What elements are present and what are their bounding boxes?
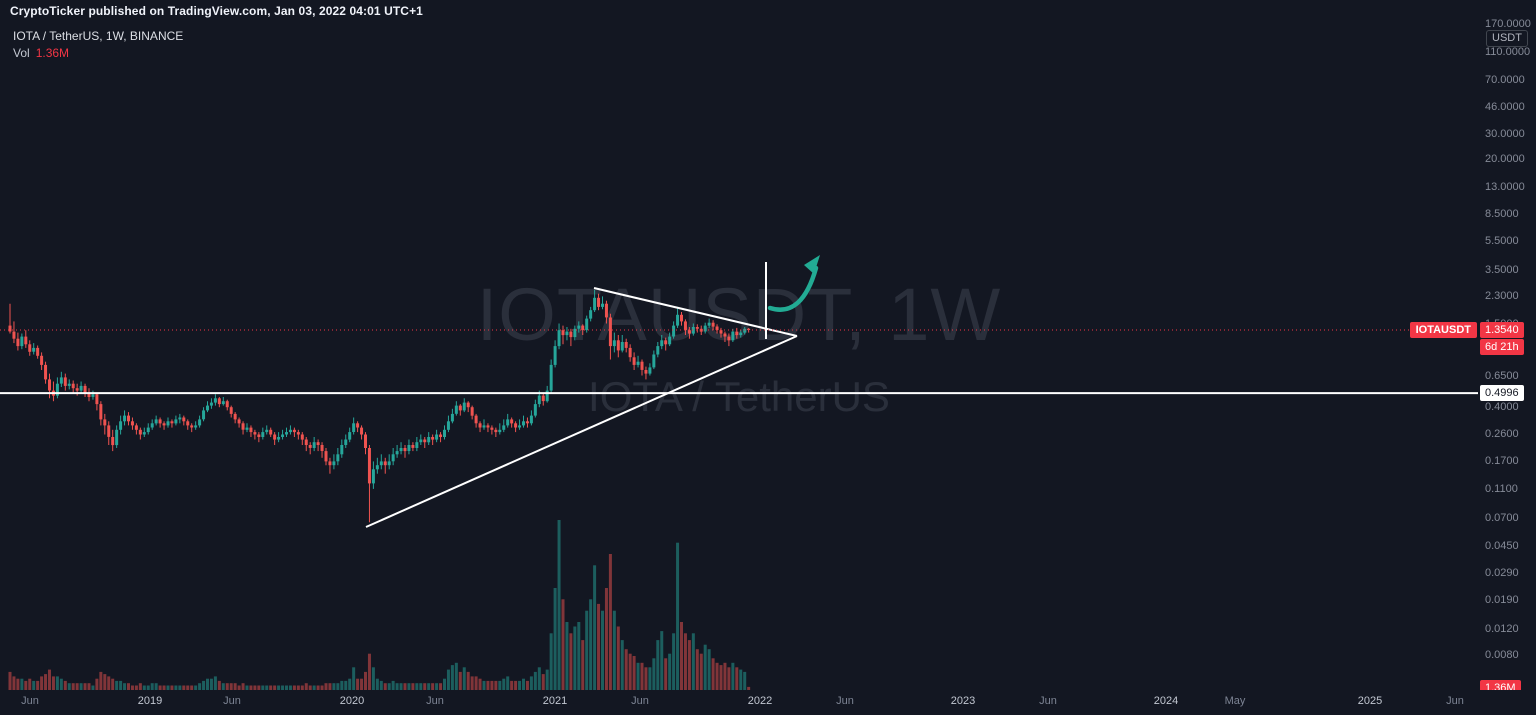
time-tick-month: May (1224, 695, 1246, 707)
time-tick-year: 2025 (1357, 695, 1383, 707)
time-tick-year: 2021 (542, 695, 568, 707)
time-tick-month: Jun (631, 695, 649, 707)
volume-indicator-row: Vol 1.36M (13, 46, 183, 61)
price-tick: 46.0000 (1485, 101, 1525, 113)
currency-badge: USDT (1486, 30, 1528, 47)
time-tick-month: Jun (21, 695, 39, 707)
price-tick: 110.0000 (1485, 46, 1531, 58)
price-tick: 0.0290 (1485, 567, 1519, 579)
legend: IOTA / TetherUS, 1W, BINANCE Vol 1.36M (13, 29, 183, 61)
volume-label: Vol (13, 46, 30, 60)
time-tick-year: 2022 (747, 695, 773, 707)
price-tick: 8.5000 (1485, 208, 1519, 220)
time-axis[interactable]: Jun 2019 Jun 2020 Jun 2021 Jun 2022 Jun 2023 Jun 20… (0, 690, 1536, 715)
time-tick-month: Jun (1446, 695, 1464, 707)
symbol-title[interactable]: IOTA / TetherUS, 1W, BINANCE (13, 29, 184, 43)
time-tick-month: Jun (426, 695, 444, 707)
symbol-price-label: IOTAUSDT (1409, 322, 1477, 338)
price-tick: 0.0190 (1485, 594, 1519, 606)
candles (8, 289, 751, 523)
price-tick: 13.0000 (1485, 181, 1525, 193)
time-tick-month: Jun (223, 695, 241, 707)
time-tick-year: 2023 (950, 695, 976, 707)
price-tick: 20.0000 (1485, 153, 1525, 165)
volume-value: 1.36M (35, 46, 70, 60)
time-tick-year: 2024 (1153, 695, 1179, 707)
price-tick: 3.5000 (1485, 264, 1519, 276)
triangle-lower-line[interactable] (365, 335, 798, 528)
triangle-upper-line[interactable] (593, 287, 798, 337)
last-price-badge: 1.3540 (1480, 322, 1524, 338)
support-level-badge: 0.4996 (1480, 385, 1524, 401)
attribution-bar: CryptoTicker published on TradingView.co… (0, 0, 1536, 22)
price-tick: 70.0000 (1485, 74, 1525, 86)
price-tick: 0.4000 (1485, 401, 1519, 413)
price-axis[interactable]: USDT 1.3540 6d 21h 0.4996 1.36M 170.0000… (1478, 0, 1536, 690)
price-tick: 0.6500 (1485, 370, 1519, 382)
chart-pane[interactable]: IOTAUSDT, 1W IOTA / TetherUS IOTA / Teth… (0, 22, 1478, 690)
bar-countdown-badge: 6d 21h (1480, 339, 1524, 355)
volume-bars (8, 520, 751, 690)
price-tick: 0.0080 (1485, 649, 1519, 661)
price-tick: 0.1100 (1485, 483, 1518, 495)
volume-value-badge: 1.36M (1480, 680, 1521, 690)
price-tick: 0.2600 (1485, 428, 1519, 440)
price-tick: 0.0700 (1485, 512, 1519, 524)
time-tick-month: Jun (1039, 695, 1057, 707)
candlestick-chart[interactable] (0, 22, 1478, 690)
time-tick-year: 2020 (339, 695, 365, 707)
price-tick: 2.3000 (1485, 290, 1519, 302)
time-tick-month: Jun (836, 695, 854, 707)
attribution-text: CryptoTicker published on TradingView.co… (10, 4, 423, 18)
time-tick-year: 2019 (137, 695, 163, 707)
price-tick: 5.5000 (1485, 235, 1519, 247)
price-tick: 0.1700 (1485, 455, 1519, 467)
price-tick: 0.0450 (1485, 540, 1519, 552)
price-tick: 170.0000 (1485, 18, 1531, 30)
price-tick: 30.0000 (1485, 128, 1525, 140)
breakout-arrow[interactable] (767, 255, 820, 312)
price-tick: 0.0120 (1485, 623, 1519, 635)
